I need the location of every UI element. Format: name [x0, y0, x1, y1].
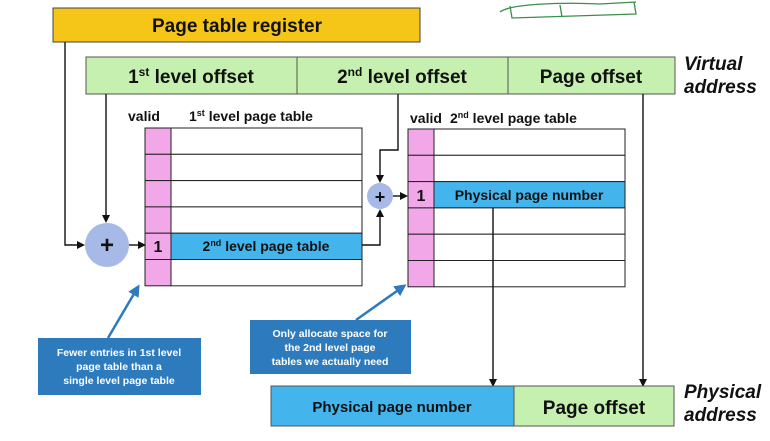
- second-table-row-entry-cell: [433, 260, 626, 288]
- callout-left: Fewer entries in 1st level page table th…: [38, 338, 201, 395]
- callout-arrows: [106, 284, 407, 339]
- svg-text:+: +: [375, 187, 386, 207]
- first-table-row-valid-cell: [144, 153, 172, 182]
- svg-text:page table than a: page table than a: [76, 361, 162, 373]
- connection-arrows: [64, 42, 647, 387]
- second-table-valid-bit: 1: [417, 188, 426, 205]
- virtual-address: 1st level offset 2nd level offset Page o…: [85, 54, 757, 98]
- virtual-address-label-1: Virtual: [684, 54, 743, 75]
- svg-text:Only allocate space for: Only allocate space for: [273, 328, 388, 340]
- second-table-row-entry-cell: [433, 233, 626, 261]
- second-table-row-valid-cell: [407, 260, 435, 288]
- first-table-row-entry-cell: [170, 180, 363, 208]
- second-table-valid-label: valid: [410, 110, 442, 126]
- physical-address-label-1: Physical: [684, 382, 762, 403]
- physical-page-offset-field: Page offset: [543, 398, 646, 419]
- second-table-row-valid-cell: [407, 181, 435, 209]
- first-table-row-valid-cell: [144, 259, 172, 287]
- second-table-row-entry-cell: [433, 181, 626, 209]
- second-table-title: 2nd level page table: [450, 110, 577, 126]
- physical-address: Physical page number Page offset Physica…: [270, 382, 762, 427]
- first-level-offset-field: 1st level offset: [128, 65, 254, 88]
- svg-text:single level page table: single level page table: [63, 375, 175, 387]
- second-table-row-valid-cell: [407, 233, 435, 261]
- virtual-address-label-2: address: [684, 77, 757, 98]
- handwriting-scribble: [499, 1, 637, 19]
- first-table-entry-label: 2nd level page table: [203, 238, 330, 254]
- physical-page-number-field: Physical page number: [312, 399, 471, 416]
- first-table-row-valid-cell: [144, 180, 172, 208]
- first-table-row-valid-cell: [144, 206, 172, 234]
- first-table-title: 1st level page table: [189, 108, 313, 124]
- svg-text:+: +: [100, 232, 114, 259]
- first-level-page-table: valid 1st level page table 1 2nd level p…: [128, 108, 363, 287]
- adder-right: +: [367, 183, 393, 209]
- second-table-row-valid-cell: [407, 207, 435, 235]
- svg-text:the 2nd level page: the 2nd level page: [284, 342, 375, 354]
- page-table-register-label: Page table register: [152, 16, 323, 37]
- first-table-valid-bit: 1: [154, 239, 163, 256]
- first-table-row-entry-cell: [170, 259, 363, 287]
- second-table-row-valid-cell: [407, 128, 435, 156]
- first-table-valid-label: valid: [128, 108, 160, 124]
- svg-text:Fewer entries in 1st level: Fewer entries in 1st level: [57, 347, 181, 359]
- second-table-entry-label: Physical page number: [455, 187, 604, 203]
- page-offset-field: Page offset: [540, 67, 643, 88]
- callout-right: Only allocate space for the 2nd level pa…: [250, 320, 411, 374]
- first-table-row-entry-cell: [170, 206, 363, 234]
- page-table-register: Page table register: [52, 7, 421, 43]
- second-table-row-entry-cell: [433, 207, 626, 235]
- second-level-offset-field: 2nd level offset: [337, 65, 467, 88]
- first-table-row-valid-cell: [144, 127, 172, 155]
- second-table-row-entry-cell: [433, 128, 626, 156]
- second-table-row-valid-cell: [407, 154, 435, 183]
- physical-address-label-2: address: [684, 405, 757, 426]
- first-table-row-entry-cell: [170, 232, 363, 260]
- second-table-row-entry-cell: [433, 154, 626, 183]
- adder-left: +: [85, 223, 129, 267]
- first-table-row-entry-cell: [170, 153, 363, 182]
- first-table-row-entry-cell: [170, 127, 363, 155]
- second-level-page-table: valid 2nd level page table 1 Physical pag…: [407, 110, 626, 288]
- svg-text:tables we actually need: tables we actually need: [272, 356, 389, 368]
